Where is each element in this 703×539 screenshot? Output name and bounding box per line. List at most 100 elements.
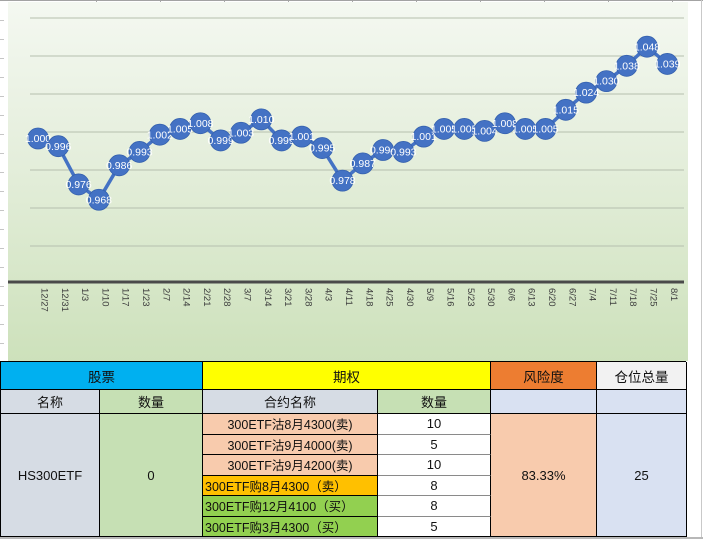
contract-qty-subheader-cell[interactable]: 数量 xyxy=(378,390,491,414)
x-axis-tick-label: 5/30 xyxy=(485,288,496,307)
data-point-marker[interactable] xyxy=(311,137,334,159)
position-header-cell[interactable]: 仓位总量 xyxy=(597,362,687,390)
data-point-label: 1.008 xyxy=(492,118,518,130)
data-point-marker[interactable] xyxy=(209,129,232,152)
sheet-row-tick xyxy=(0,210,4,211)
data-point-label: 0.999 xyxy=(268,135,294,147)
sheet-right-gridline xyxy=(701,0,702,539)
data-point-label: 1.005 xyxy=(431,124,457,136)
data-point-label: 1.003 xyxy=(228,127,254,139)
data-point-label: 1.002 xyxy=(147,129,173,141)
x-axis-tick-label: 6/27 xyxy=(566,288,577,307)
data-point-marker[interactable] xyxy=(290,125,313,148)
sheet-bottom-edge xyxy=(0,537,703,539)
data-point-marker[interactable] xyxy=(27,127,49,150)
x-axis-tick-label: 4/11 xyxy=(343,288,354,306)
data-point-marker[interactable] xyxy=(351,152,374,175)
contract-qty-cell[interactable]: 10 xyxy=(378,455,491,476)
x-axis-tick-label: 2/28 xyxy=(221,288,232,307)
data-point-marker[interactable] xyxy=(250,108,273,131)
sheet-row-tick xyxy=(0,286,4,287)
data-point-label: 1.001 xyxy=(289,131,315,143)
data-point-marker[interactable] xyxy=(189,112,212,135)
data-point-label: 1.000 xyxy=(25,133,51,145)
data-point-marker[interactable] xyxy=(636,35,658,58)
stock-qty-cell[interactable]: 0 xyxy=(100,414,203,537)
stock-qty-subheader-cell[interactable]: 数量 xyxy=(100,390,203,414)
data-point-marker[interactable] xyxy=(575,81,597,104)
data-point-marker[interactable] xyxy=(148,123,171,146)
x-axis-tick-label: 7/25 xyxy=(648,288,659,307)
data-point-marker[interactable] xyxy=(493,112,516,135)
data-point-label: 0.968 xyxy=(86,194,112,206)
position-total-cell[interactable]: 25 xyxy=(597,414,687,537)
stock-name-cell[interactable]: HS300ETF xyxy=(1,414,100,537)
data-point-marker[interactable] xyxy=(47,135,70,158)
option-header-cell[interactable]: 期权 xyxy=(203,362,491,390)
x-axis-tick-label: 1/3 xyxy=(79,288,90,301)
net-value-line-chart[interactable]: 1.000 0.996 0.976 0.968 0.986 0.993 1.002 1.005… xyxy=(8,2,688,361)
data-point-label: 1.005 xyxy=(451,124,477,136)
data-point-label: 1.005 xyxy=(512,124,538,136)
x-axis-tick-label: 6/13 xyxy=(526,288,537,307)
data-point-marker[interactable] xyxy=(473,119,496,142)
data-point-label: 0.999 xyxy=(208,135,234,147)
data-point-marker[interactable] xyxy=(67,173,90,196)
sheet-row-tick xyxy=(0,115,4,116)
position-subheader-blank-cell[interactable] xyxy=(597,390,687,414)
contract-qty-cell[interactable]: 10 xyxy=(378,414,491,435)
data-point-label: 1.005 xyxy=(532,124,558,136)
risk-value-cell[interactable]: 83.33% xyxy=(491,414,597,537)
data-point-label: 0.978 xyxy=(329,175,355,187)
sheet-row-tick xyxy=(0,58,4,59)
data-point-marker[interactable] xyxy=(331,169,354,192)
x-axis-tick-label: 5/9 xyxy=(424,288,435,301)
data-point-marker[interactable] xyxy=(534,118,557,140)
risk-header-cell[interactable]: 风险度 xyxy=(491,362,597,390)
data-point-marker[interactable] xyxy=(88,188,110,211)
contract-name-cell[interactable]: 300ETF购12月4100（买） xyxy=(203,496,378,517)
x-axis-tick-label: 5/16 xyxy=(445,288,456,307)
contract-name-subheader-cell[interactable]: 合约名称 xyxy=(203,390,378,414)
risk-subheader-blank-cell[interactable] xyxy=(491,390,597,414)
contract-qty-cell[interactable]: 8 xyxy=(378,496,491,517)
contract-qty-cell[interactable]: 5 xyxy=(378,434,491,455)
data-point-marker[interactable] xyxy=(108,154,131,177)
x-axis-tick-label: 3/14 xyxy=(262,288,273,307)
data-point-label: 0.976 xyxy=(65,179,91,191)
x-axis-tick-label: 1/10 xyxy=(99,288,110,307)
x-axis-tick-label: 3/7 xyxy=(242,288,253,301)
contract-qty-cell[interactable]: 8 xyxy=(378,475,491,496)
sheet-row-tick xyxy=(0,248,4,249)
data-point-marker[interactable] xyxy=(392,141,415,163)
contract-name-cell[interactable]: 300ETF沽9月4200(卖) xyxy=(203,455,378,476)
data-point-marker[interactable] xyxy=(615,54,638,77)
data-point-label: 1.004 xyxy=(471,125,497,137)
data-point-marker[interactable] xyxy=(230,121,252,144)
data-point-marker[interactable] xyxy=(595,70,618,93)
data-point-marker[interactable] xyxy=(128,141,151,163)
data-point-marker[interactable] xyxy=(656,53,679,75)
data-point-label: 0.994 xyxy=(370,145,396,157)
sheet-row-tick xyxy=(0,96,4,97)
data-point-marker[interactable] xyxy=(554,98,577,121)
data-point-label: 0.995 xyxy=(309,143,335,155)
x-axis-tick-label: 4/25 xyxy=(384,288,395,307)
name-subheader-cell[interactable]: 名称 xyxy=(1,390,100,414)
contract-name-cell[interactable]: 300ETF购3月4300（买） xyxy=(203,516,378,537)
x-axis-tick-label: 12/27 xyxy=(39,288,50,312)
contract-name-cell[interactable]: 300ETF购8月4300（卖） xyxy=(203,475,378,496)
data-point-marker[interactable] xyxy=(412,125,435,148)
x-axis-tick-label: 8/1 xyxy=(668,288,679,301)
sheet-row-tick xyxy=(0,39,4,40)
data-point-label: 1.048 xyxy=(634,41,660,53)
data-point-label: 1.010 xyxy=(248,114,274,126)
x-axis-tick-label: 4/18 xyxy=(363,288,374,307)
x-axis-tick-label: 1/23 xyxy=(140,288,151,307)
sheet-row-tick xyxy=(0,324,4,325)
stock-header-cell[interactable]: 股票 xyxy=(1,362,203,390)
contract-qty-cell[interactable]: 5 xyxy=(378,516,491,537)
contract-name-cell[interactable]: 300ETF沽8月4300(卖) xyxy=(203,414,378,435)
contract-name-cell[interactable]: 300ETF沽9月4000(卖) xyxy=(203,434,378,455)
data-point-marker[interactable] xyxy=(169,118,192,140)
